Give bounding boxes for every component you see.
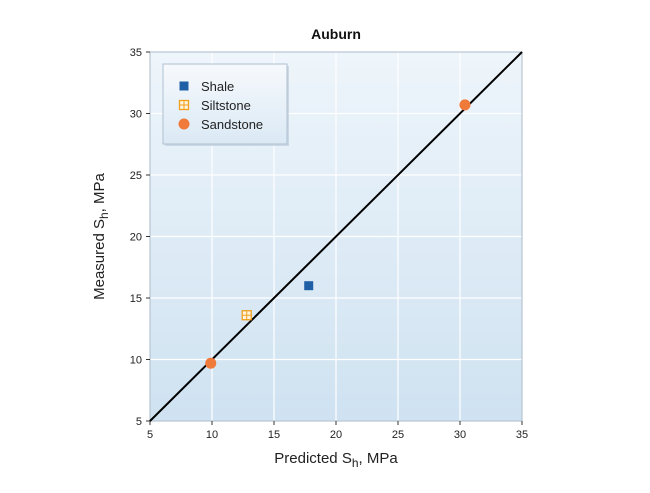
x-tick-label: 10: [206, 429, 218, 441]
chart-title: Auburn: [311, 26, 361, 42]
x-tick-label: 15: [268, 429, 280, 441]
y-tick-label: 25: [130, 170, 142, 182]
y-tick-label: 30: [130, 109, 142, 121]
sandstone-point: [205, 357, 217, 369]
legend-label-shale: Shale: [201, 79, 234, 94]
x-tick-label: 35: [516, 429, 528, 441]
legend-marker-sandstone: [178, 118, 190, 130]
legend-marker-siltstone: [178, 99, 190, 111]
shale-point: [304, 281, 314, 291]
y-tick-label: 15: [130, 293, 142, 305]
y-tick-label: 5: [136, 416, 142, 428]
x-tick-label: 5: [147, 429, 153, 441]
x-tick-label: 30: [454, 429, 466, 441]
y-axis-label: Measured Sh, MPa: [91, 172, 111, 299]
x-axis-label: Predicted Sh, MPa: [274, 450, 398, 470]
legend-label-siltstone: Siltstone: [201, 98, 251, 113]
x-tick-label: 25: [392, 429, 404, 441]
siltstone-point: [241, 310, 252, 321]
y-tick-label: 35: [130, 47, 142, 59]
y-tick-label: 20: [130, 232, 142, 244]
legend-label-sandstone: Sandstone: [201, 117, 263, 132]
sandstone-point: [459, 99, 471, 111]
legend-marker-shale: [179, 81, 189, 91]
x-tick-label: 20: [330, 429, 342, 441]
legend: Shale Siltstone Sandstone: [162, 63, 289, 146]
y-tick-label: 10: [130, 355, 142, 367]
